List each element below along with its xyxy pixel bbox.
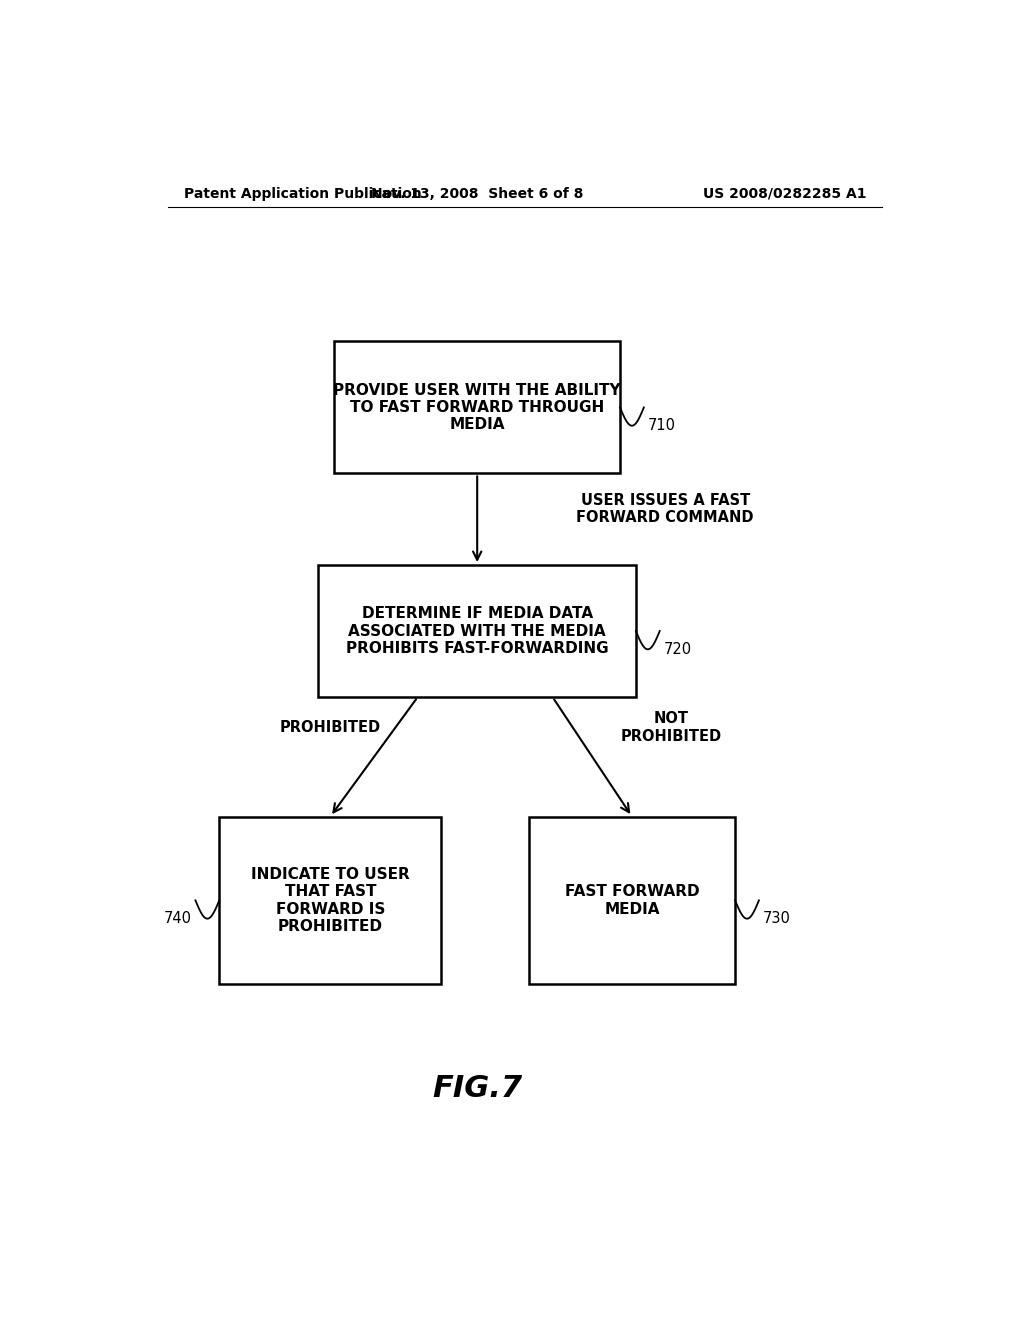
FancyBboxPatch shape <box>219 817 441 985</box>
Text: PROHIBITED: PROHIBITED <box>280 721 381 735</box>
Text: 740: 740 <box>164 911 191 927</box>
Text: FAST FORWARD
MEDIA: FAST FORWARD MEDIA <box>564 884 699 916</box>
Text: Patent Application Publication: Patent Application Publication <box>183 187 421 201</box>
Text: FIG.7: FIG.7 <box>432 1074 522 1104</box>
FancyBboxPatch shape <box>334 342 620 474</box>
Text: US 2008/0282285 A1: US 2008/0282285 A1 <box>702 187 866 201</box>
Text: PROVIDE USER WITH THE ABILITY
TO FAST FORWARD THROUGH
MEDIA: PROVIDE USER WITH THE ABILITY TO FAST FO… <box>334 383 621 433</box>
Text: 720: 720 <box>664 642 692 657</box>
Text: 710: 710 <box>648 418 676 433</box>
Text: 730: 730 <box>763 911 791 927</box>
FancyBboxPatch shape <box>528 817 735 985</box>
Text: Nov. 13, 2008  Sheet 6 of 8: Nov. 13, 2008 Sheet 6 of 8 <box>371 187 584 201</box>
Text: USER ISSUES A FAST
FORWARD COMMAND: USER ISSUES A FAST FORWARD COMMAND <box>577 492 754 525</box>
Text: DETERMINE IF MEDIA DATA
ASSOCIATED WITH THE MEDIA
PROHIBITS FAST-FORWARDING: DETERMINE IF MEDIA DATA ASSOCIATED WITH … <box>346 606 608 656</box>
FancyBboxPatch shape <box>318 565 636 697</box>
Text: INDICATE TO USER
THAT FAST
FORWARD IS
PROHIBITED: INDICATE TO USER THAT FAST FORWARD IS PR… <box>251 867 410 935</box>
Text: NOT
PROHIBITED: NOT PROHIBITED <box>621 711 722 743</box>
